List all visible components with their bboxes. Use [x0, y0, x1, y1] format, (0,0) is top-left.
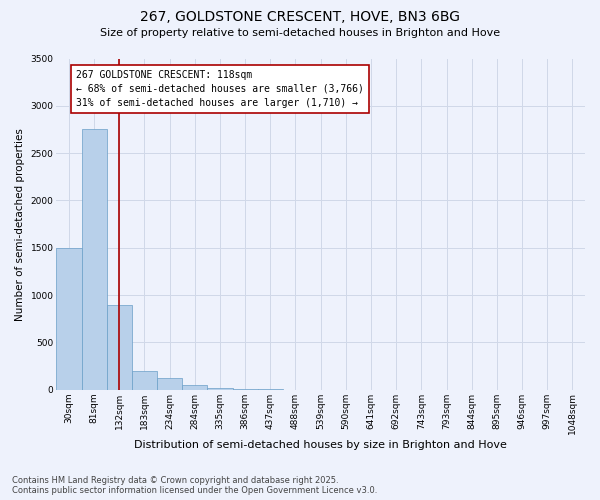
Bar	[182, 385, 208, 390]
Text: Size of property relative to semi-detached houses in Brighton and Hove: Size of property relative to semi-detach…	[100, 28, 500, 38]
Text: 267 GOLDSTONE CRESCENT: 118sqm
← 68% of semi-detached houses are smaller (3,766): 267 GOLDSTONE CRESCENT: 118sqm ← 68% of …	[76, 70, 364, 108]
Bar	[56, 248, 82, 390]
Bar	[132, 370, 157, 390]
Bar	[107, 304, 132, 390]
Bar	[208, 388, 233, 390]
Y-axis label: Number of semi-detached properties: Number of semi-detached properties	[15, 128, 25, 320]
Bar	[157, 378, 182, 390]
Text: 267, GOLDSTONE CRESCENT, HOVE, BN3 6BG: 267, GOLDSTONE CRESCENT, HOVE, BN3 6BG	[140, 10, 460, 24]
X-axis label: Distribution of semi-detached houses by size in Brighton and Hove: Distribution of semi-detached houses by …	[134, 440, 507, 450]
Bar	[82, 130, 107, 390]
Bar	[233, 389, 258, 390]
Text: Contains HM Land Registry data © Crown copyright and database right 2025.
Contai: Contains HM Land Registry data © Crown c…	[12, 476, 377, 495]
